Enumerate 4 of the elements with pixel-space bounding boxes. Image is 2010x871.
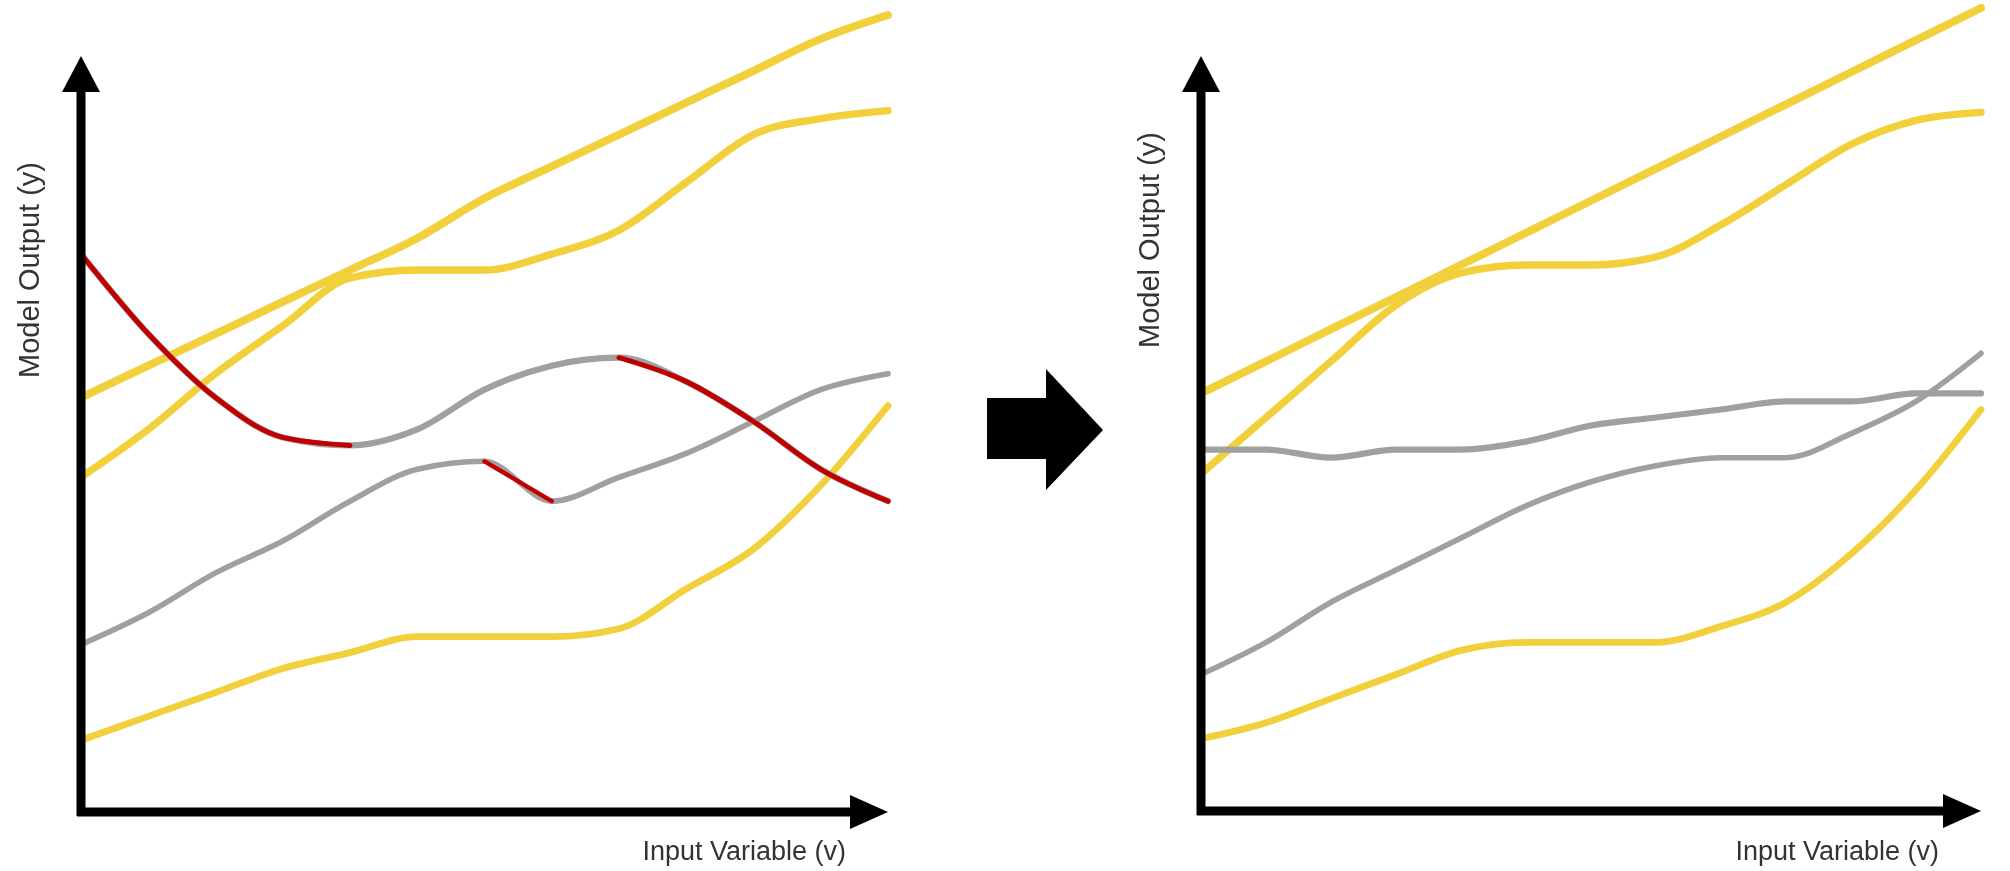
x-axis-title: Input Variable (v) [1735, 836, 1939, 866]
y-axis-title: Model Output (y) [13, 162, 45, 378]
y-axis-title: Model Output (y) [1133, 132, 1165, 348]
x-axis-title: Input Variable (v) [642, 836, 846, 866]
